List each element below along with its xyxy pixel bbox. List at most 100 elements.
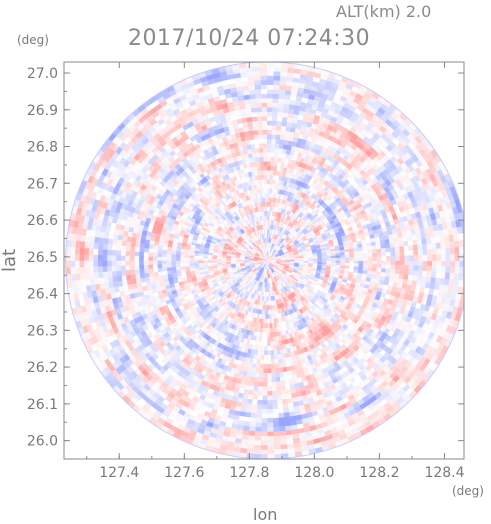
field-cell (139, 260, 144, 265)
field-cell (189, 260, 194, 263)
field-cell (162, 267, 167, 271)
field-cell (309, 259, 314, 261)
field-cell (266, 211, 268, 216)
field-cell (267, 143, 271, 148)
field-cell (144, 269, 149, 274)
field-cell (264, 170, 267, 175)
field-cell (377, 261, 382, 265)
field-cell (148, 264, 153, 269)
field-cell (386, 265, 391, 270)
field-cell (263, 378, 268, 383)
field-cell (153, 268, 158, 272)
field-cell (153, 264, 158, 268)
field-cell (162, 257, 167, 261)
field-cell (144, 273, 149, 278)
field-cell (386, 248, 391, 253)
field-cell (166, 260, 171, 264)
field-cell (331, 258, 336, 261)
field-cell (350, 258, 355, 261)
field-cell (259, 139, 264, 144)
field-cell (304, 259, 309, 261)
field-cell (255, 148, 259, 153)
field-cell (386, 256, 391, 261)
field-cell (264, 157, 268, 162)
field-cell (267, 373, 271, 378)
field-cell (264, 166, 268, 171)
field-cell (354, 254, 359, 258)
field-cell (267, 333, 270, 338)
field-cell (377, 253, 382, 257)
field-cell (354, 257, 359, 260)
field-cell (386, 261, 391, 266)
field-cell (265, 193, 268, 198)
field-cell (267, 346, 270, 351)
field-cell (264, 175, 267, 180)
field-cell (264, 342, 267, 347)
field-cell (157, 257, 162, 261)
field-cell (203, 260, 208, 262)
field-cell (350, 255, 355, 258)
field-cell (208, 260, 213, 262)
field-cell (144, 252, 149, 257)
field-cell (267, 161, 271, 166)
field-cell (266, 220, 268, 225)
field-cell (336, 261, 341, 264)
field-cell (162, 264, 167, 268)
field-cell (267, 166, 271, 171)
field-cell (199, 260, 204, 263)
field-cell (264, 355, 268, 360)
field-cell (180, 263, 185, 266)
field-cell (167, 264, 172, 268)
field-cell (275, 368, 280, 373)
field-cell (265, 197, 267, 202)
field-cell (363, 257, 368, 261)
field-cell (271, 378, 276, 383)
field-cell (166, 257, 171, 261)
field-cell (266, 215, 268, 220)
field-cell (264, 179, 267, 184)
field-cell (260, 157, 264, 162)
field-cell (271, 364, 275, 369)
field-cell (382, 261, 387, 265)
field-cell (267, 378, 272, 383)
field-cell (267, 382, 272, 387)
field-cell (263, 369, 267, 374)
field-cell (185, 260, 190, 263)
field-cell (267, 328, 270, 333)
field-cell (148, 260, 153, 264)
field-cell (341, 258, 346, 261)
field-cell (271, 369, 275, 374)
field-cell (359, 254, 364, 258)
field-cell (327, 258, 332, 260)
field-cell (381, 248, 386, 253)
field-cell (263, 382, 268, 387)
field-cell (271, 360, 275, 365)
field-cell (267, 364, 271, 369)
field-cell (267, 152, 271, 157)
field-cell (139, 269, 144, 274)
field-cell (385, 244, 390, 249)
field-cell (157, 264, 162, 268)
field-cell (264, 161, 268, 166)
field-cell (157, 260, 162, 264)
field-cell (263, 360, 267, 365)
field-cell (281, 260, 286, 261)
field-cell (259, 143, 264, 148)
field-cell (162, 260, 167, 264)
field-cell (275, 377, 280, 382)
field-cell (263, 148, 267, 153)
field-cell (148, 268, 153, 273)
field-cell (271, 382, 276, 387)
field-cell (263, 152, 267, 157)
field-cell (391, 261, 396, 266)
field-cell (171, 264, 176, 268)
field-cell (260, 152, 264, 157)
field-cell (267, 157, 271, 162)
field-cell (263, 364, 267, 369)
field-cell (377, 249, 382, 253)
field-cell (270, 355, 274, 360)
field-cell (258, 378, 263, 383)
field-cell (270, 351, 274, 356)
field-cell (139, 256, 144, 261)
